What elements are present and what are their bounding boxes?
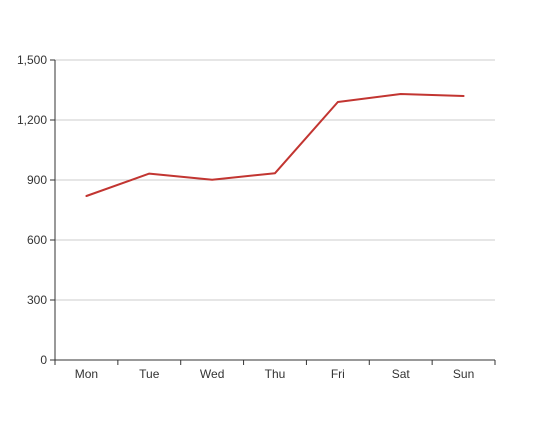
x-tick-label: Tue (139, 367, 160, 381)
y-tick-label: 900 (27, 173, 47, 187)
y-tick-label: 600 (27, 233, 47, 247)
grid-lines (55, 59, 495, 301)
x-tick-label: Thu (265, 367, 286, 381)
x-tick-label: Fri (331, 367, 345, 381)
series-layer (85, 93, 465, 197)
x-tick-label: Mon (75, 367, 98, 381)
x-tick-label: Sat (392, 367, 411, 381)
axes (54, 60, 495, 361)
x-axis-ticks: Mon Tue Wed Thu Fri Sat Sun (54, 360, 496, 381)
y-tick-label: 300 (27, 293, 47, 307)
y-tick-label: 1,200 (17, 113, 47, 127)
y-tick-label: 1,500 (17, 53, 47, 67)
y-axis-ticks: 0 300 600 900 1,200 1,500 (17, 53, 55, 367)
x-tick-label: Sun (453, 367, 474, 381)
series-line (85, 93, 465, 197)
x-tick-label: Wed (200, 367, 224, 381)
y-tick-label: 0 (40, 353, 47, 367)
